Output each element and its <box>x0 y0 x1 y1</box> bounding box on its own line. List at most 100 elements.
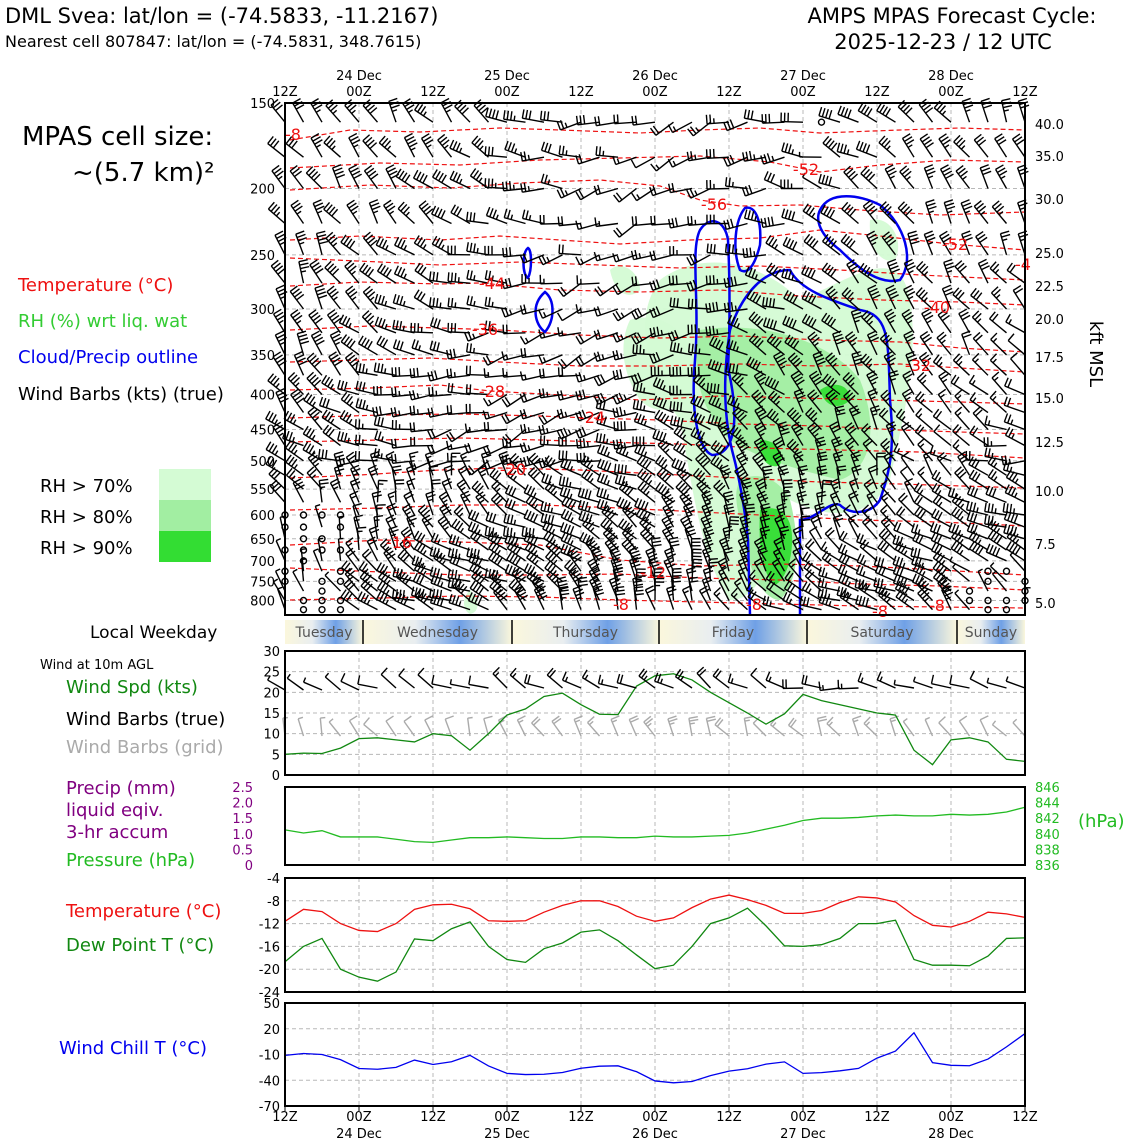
wind-barb-flag <box>340 431 345 442</box>
wind-barb-flag <box>361 563 368 572</box>
wind-barb-flag <box>680 347 683 353</box>
wind-barb-flag <box>792 525 802 531</box>
wind-barb-flag <box>477 596 483 606</box>
wind-barb-flag <box>963 236 973 242</box>
wind-barb-flag <box>379 337 386 346</box>
wind-barb-flag <box>910 547 914 557</box>
pressure-tick-label: 450 <box>250 424 275 439</box>
isotherm-label: -36 <box>472 320 498 339</box>
wind-barb-flag <box>626 509 635 517</box>
wind-barb-flag <box>930 542 937 551</box>
wind-barb-flag <box>580 258 584 264</box>
wind-barb-flag <box>716 459 723 468</box>
wind-barb-flag <box>914 391 922 400</box>
wind-barb-flag <box>839 143 844 153</box>
wind-barb-flag <box>848 427 857 435</box>
wind-barb-flag <box>450 272 454 282</box>
wind-barb <box>954 592 971 611</box>
wind-barb-flag <box>652 125 660 134</box>
wind-barb-flag <box>970 523 975 533</box>
wind-barb <box>866 374 878 395</box>
wind-barb-flag <box>379 582 386 591</box>
wind-barb-flag <box>743 501 749 505</box>
wind-barb-flag <box>1001 233 1011 238</box>
wind-barb-flag <box>657 411 664 421</box>
wind-barb-flag <box>473 571 481 580</box>
wind-barb-flag <box>445 109 451 113</box>
wind-barb-flag <box>974 544 981 554</box>
wind-barb-flag <box>905 333 914 340</box>
true-wind-barb <box>324 676 341 691</box>
wind-barb-flag <box>394 236 400 246</box>
wind-barb-flag <box>393 591 400 601</box>
isotherm-label: -52 <box>793 160 819 179</box>
wind-barb-flag <box>547 514 551 524</box>
wind-barb-flag <box>406 477 416 483</box>
wind-barb-flag <box>792 536 801 542</box>
wind-barb-flag <box>809 370 818 377</box>
wind-barb-flag <box>495 214 499 220</box>
wind-barb-flag <box>866 230 875 237</box>
wind-barb-flag <box>750 211 755 221</box>
wind-barb-flag <box>352 210 358 215</box>
wind-barb-flag <box>485 445 491 454</box>
wind-barb-flag <box>757 376 767 383</box>
wind-barb-flag <box>655 378 661 388</box>
grid-wind-barb <box>424 719 434 737</box>
wind-barb-flag <box>435 298 439 308</box>
wind-barb <box>275 540 286 562</box>
wind-barb-flag <box>469 242 473 252</box>
wind-barb-flag <box>348 104 357 112</box>
wind-barb-flag <box>792 295 799 304</box>
wind-barb-flag <box>460 486 466 491</box>
wind-barb-flag <box>741 462 747 466</box>
wind-barb-flag <box>683 590 689 594</box>
wind-barb-flag <box>971 352 980 361</box>
wind-spd-label: Wind Spd (kts) <box>66 677 198 698</box>
wind-barb-flag <box>435 170 441 180</box>
wind-barb-flag <box>364 339 370 348</box>
wind-barb-flag <box>809 238 816 247</box>
wind-barb-flag <box>735 364 739 374</box>
wind-barb <box>1004 518 1026 528</box>
wind-barb-flag <box>513 570 522 577</box>
wind-barb-flag <box>865 584 868 590</box>
wind-barb-flag <box>403 490 413 497</box>
wind-barb-flag <box>453 504 461 513</box>
wind-barb-flag <box>340 334 348 343</box>
wind-barb-flag <box>884 445 890 451</box>
wind-barb-flag <box>493 482 502 490</box>
wind-barb <box>930 539 952 551</box>
grid-wind-barb-flag <box>716 719 724 727</box>
wind-barb-flag <box>786 407 795 415</box>
wind-barb-flag <box>975 292 983 301</box>
wind-barb-flag <box>397 549 405 558</box>
grid-wind-barb <box>743 718 749 737</box>
wind-barb-flag <box>350 477 360 483</box>
wind-barb-flag <box>632 576 642 580</box>
wind-barb-flag <box>984 447 988 457</box>
wind-barb-flag <box>287 442 295 451</box>
wind-barb-flag <box>615 589 625 593</box>
wind-barb-flag <box>699 457 708 465</box>
wind-barb-flag <box>931 469 938 479</box>
wind-barb-flag <box>273 262 281 270</box>
wind-barb-flag <box>772 320 778 330</box>
wind-barb <box>292 482 305 503</box>
wind-barb-flag <box>844 289 852 298</box>
wind-barb-flag <box>755 361 761 371</box>
wind-barb-flag <box>492 581 499 590</box>
wind-barb-flag <box>639 382 643 393</box>
wind-barb-flag <box>383 574 391 583</box>
wind-barb-flag <box>675 275 678 285</box>
wind-barb-flag <box>900 584 907 593</box>
wind-barb-flag <box>439 503 448 510</box>
wind-barb-flag <box>916 260 924 269</box>
wind-barb-flag <box>297 357 306 363</box>
wind-barb-flag <box>296 210 302 215</box>
wind-barb <box>987 476 1007 490</box>
wind-barb-flag <box>412 405 416 415</box>
wind-barb-flag <box>556 409 561 419</box>
wind-barb-flag <box>773 536 783 543</box>
wind-barb-flag <box>901 168 910 175</box>
